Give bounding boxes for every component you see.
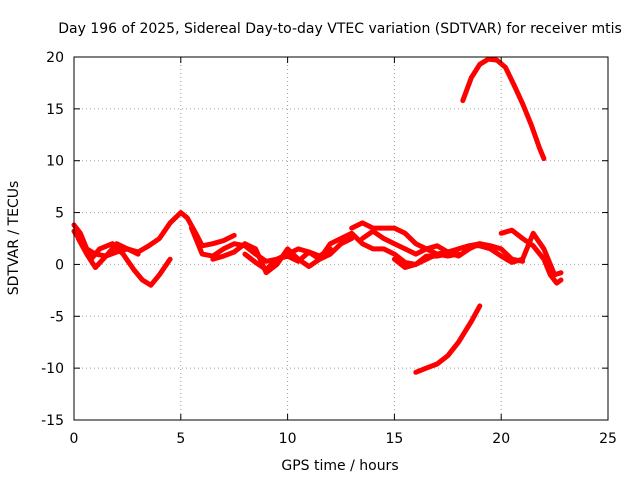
data-series: [71, 56, 564, 375]
x-tick-label: 5: [176, 431, 185, 447]
y-tick-label: 10: [46, 154, 64, 170]
y-tick-label: -5: [50, 309, 64, 325]
y-tick-label: 5: [55, 206, 64, 222]
y-tick-label: 15: [46, 102, 64, 118]
x-tick-label: 15: [385, 431, 403, 447]
y-tick-label: 20: [46, 50, 64, 66]
grid-lines: [74, 57, 608, 420]
x-tick-label: 25: [599, 431, 617, 447]
y-tick-label: -10: [41, 361, 64, 377]
plot-frame: [73, 56, 609, 421]
x-tick-label: 20: [492, 431, 510, 447]
chart-title: Day 196 of 2025, Sidereal Day-to-day VTE…: [58, 21, 622, 37]
y-axis-label: SDTVAR / TECUs: [6, 181, 22, 296]
series-track-l: [413, 303, 483, 375]
series-track-j: [498, 227, 564, 286]
x-tick-label: 10: [279, 431, 297, 447]
series-track-c: [75, 236, 141, 270]
x-tick-label: 0: [70, 431, 79, 447]
series-track-k: [460, 56, 547, 162]
series-track-h: [359, 228, 493, 259]
y-tick-label: 0: [55, 257, 64, 273]
series-track-i: [391, 230, 564, 278]
axis-ticks: 0 5 10 15 20 25 -15 -10 -5 0 5 10 15 20: [41, 50, 617, 447]
x-axis-label: GPS time / hours: [281, 458, 398, 474]
y-tick-label: -15: [41, 413, 64, 429]
